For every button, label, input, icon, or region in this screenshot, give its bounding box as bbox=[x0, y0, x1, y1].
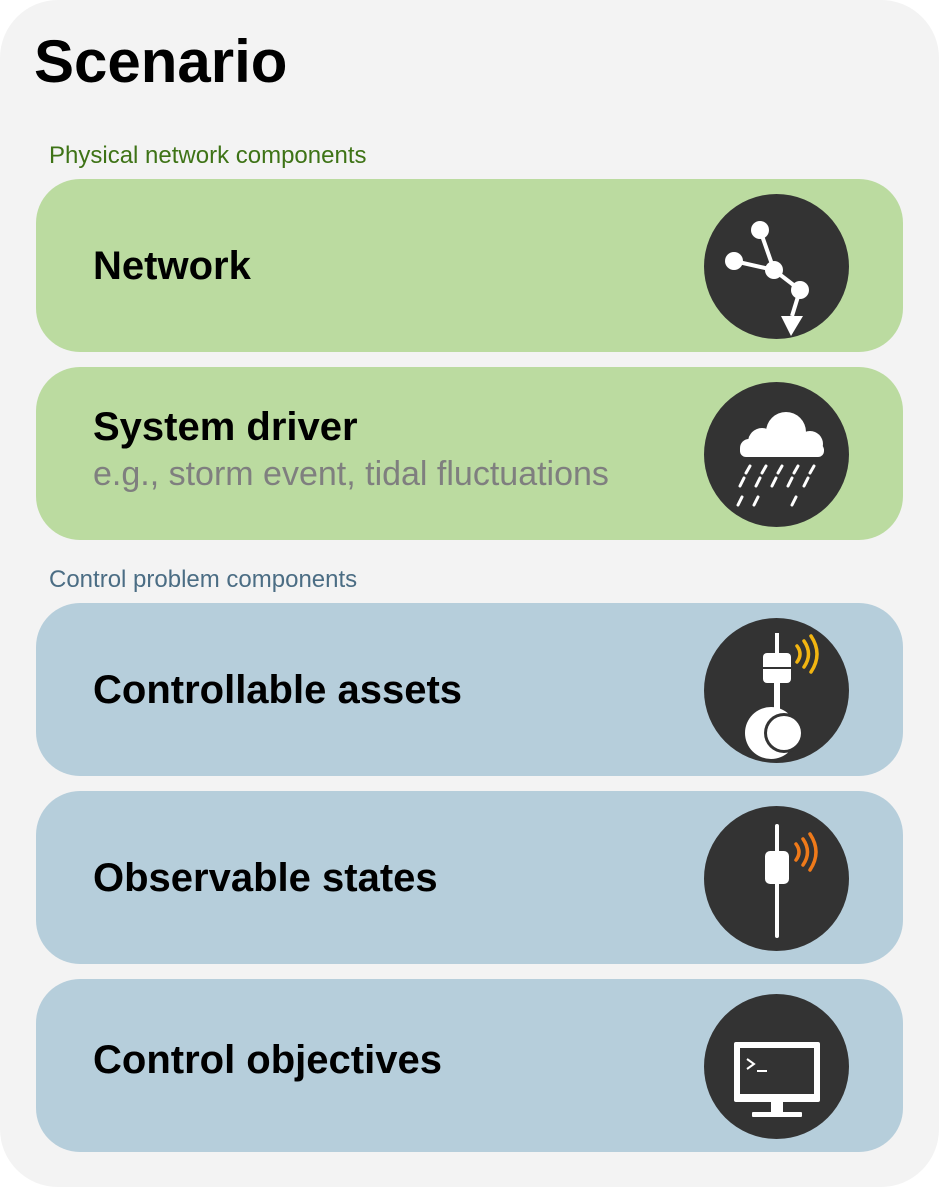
section-label-control: Control problem components bbox=[49, 566, 358, 593]
card-system-driver: System driver e.g., storm event, tidal f… bbox=[36, 367, 903, 540]
card-observable-states: Observable states bbox=[36, 791, 903, 964]
computer-terminal-icon bbox=[704, 994, 849, 1139]
card-controllable-assets: Controllable assets bbox=[36, 603, 903, 776]
valve-icon bbox=[704, 618, 849, 763]
sensor-icon bbox=[704, 806, 849, 951]
card-heading: Controllable assets bbox=[93, 668, 463, 712]
card-control-objectives: Control objectives bbox=[36, 979, 903, 1152]
rain-cloud-icon bbox=[704, 382, 849, 527]
card-heading: Network bbox=[93, 244, 251, 288]
card-heading: Control objectives bbox=[93, 1038, 442, 1082]
card-heading: Observable states bbox=[93, 856, 438, 900]
section-label-physical: Physical network components bbox=[49, 142, 367, 169]
card-network: Network bbox=[36, 179, 903, 352]
network-icon bbox=[704, 194, 849, 339]
page-title: Scenario bbox=[34, 28, 288, 95]
card-heading: System driver bbox=[93, 405, 358, 449]
card-subtext: e.g., storm event, tidal fluctuations bbox=[93, 455, 609, 493]
